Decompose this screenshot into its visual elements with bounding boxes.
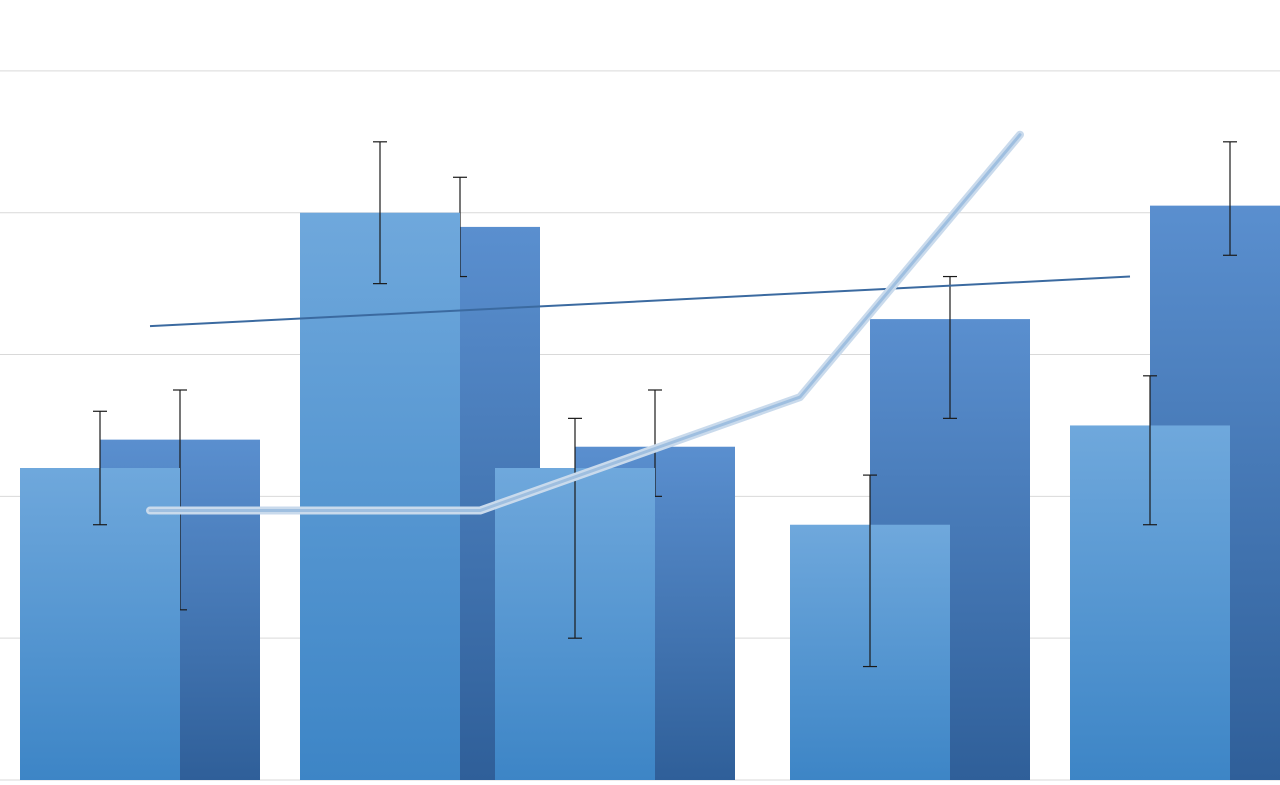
chart-canvas [0,0,1280,785]
bar-front [300,213,460,780]
combo-bar-chart [0,0,1280,785]
